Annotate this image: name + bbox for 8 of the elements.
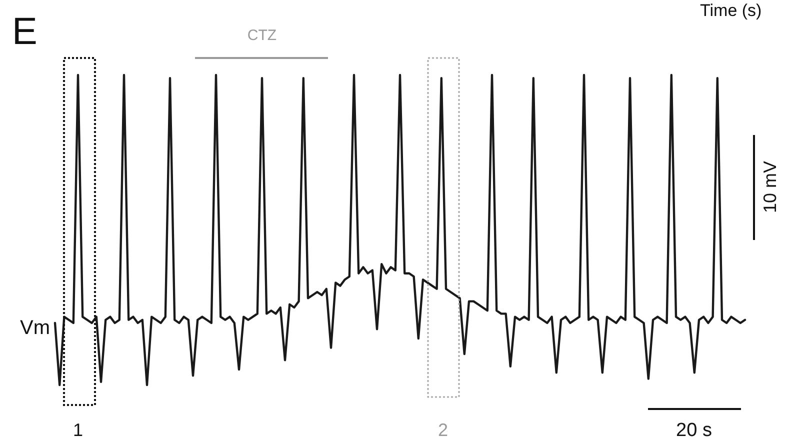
text: 1: [72, 420, 84, 440]
text: Time (s): [700, 1, 762, 20]
text: 2: [438, 420, 448, 440]
text: E: [12, 11, 38, 53]
text: CTZ: [247, 27, 277, 44]
text: 20 s: [676, 420, 712, 441]
y-axis-title: Vm: [20, 317, 50, 339]
text: 10 mV: [760, 160, 780, 214]
